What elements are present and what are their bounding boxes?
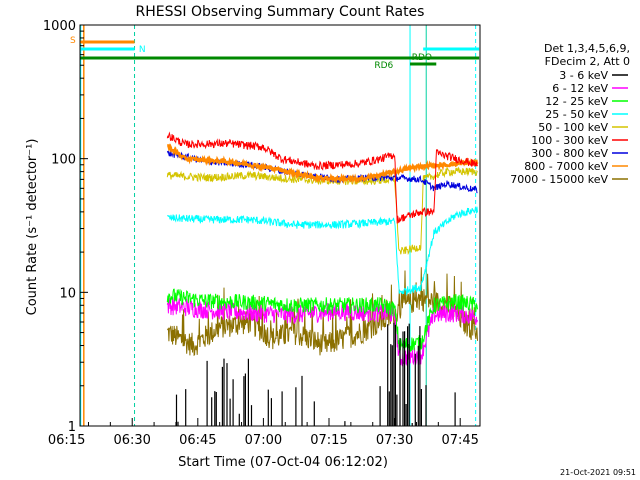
y-axis: 1 10 100 1000: [43, 19, 88, 435]
y-tick-label: 1: [68, 420, 76, 435]
legend-header-line: Det 1,3,4,5,6,9,: [544, 42, 630, 55]
series-line: [166, 288, 478, 352]
x-tick-label: 06:15: [48, 433, 85, 448]
y-tick-label: 100: [51, 153, 76, 168]
series-line: [175, 322, 456, 426]
footer-timestamp: 21-Oct-2021 09:51: [560, 468, 636, 477]
x-tick-label: 07:45: [441, 433, 478, 448]
x-tick-label: 07:15: [310, 433, 347, 448]
legend-entry-label: 100 - 300 keV: [531, 134, 608, 147]
series-line: [166, 131, 478, 224]
plot-frame: [79, 24, 481, 427]
legend-entry-label: 50 - 100 keV: [538, 121, 608, 134]
legend: Det 1,3,4,5,6,9,FDecim 2, Att 03 - 6 keV…: [510, 42, 630, 186]
chart-title: RHESSI Observing Summary Count Rates: [136, 4, 425, 20]
legend-header-line: FDecim 2, Att 0: [545, 55, 630, 68]
flag-bars: S N RDO RD6: [70, 25, 480, 426]
series-line: [166, 150, 478, 194]
x-tick-label: 06:45: [179, 433, 216, 448]
series-layer: [166, 131, 479, 426]
legend-entry-label: 3 - 6 keV: [559, 69, 608, 82]
series-line: [166, 143, 479, 185]
flag-label-night: N: [139, 45, 146, 55]
flag-label-rd6: RD6: [374, 61, 393, 71]
series-line: [166, 166, 478, 256]
x-axis-label: Start Time (07-Oct-04 06:12:02): [178, 455, 388, 470]
x-axis: 06:15 06:30 06:45 07:00 07:15 07:30 07:45: [48, 418, 479, 448]
legend-entry-label: 12 - 25 keV: [545, 95, 608, 108]
legend-entry-label: 300 - 800 keV: [531, 147, 608, 160]
y-axis-label: Count Rate (s⁻¹ detector⁻¹): [25, 139, 40, 316]
legend-entry-label: 6 - 12 keV: [552, 82, 608, 95]
y-tick-label: 1000: [43, 19, 76, 34]
series-line: [166, 267, 478, 357]
series-line: [166, 205, 478, 296]
legend-entry-label: 25 - 50 keV: [545, 108, 608, 121]
y-tick-label: 10: [59, 286, 76, 301]
x-tick-label: 07:30: [376, 433, 413, 448]
legend-entry-label: 800 - 7000 keV: [524, 160, 608, 173]
flag-label-rdo: RDO: [412, 53, 432, 63]
flag-label-saa: S: [70, 36, 76, 46]
legend-entry-label: 7000 - 15000 keV: [510, 173, 608, 186]
x-tick-label: 07:00: [245, 433, 282, 448]
x-tick-label: 06:30: [113, 433, 150, 448]
